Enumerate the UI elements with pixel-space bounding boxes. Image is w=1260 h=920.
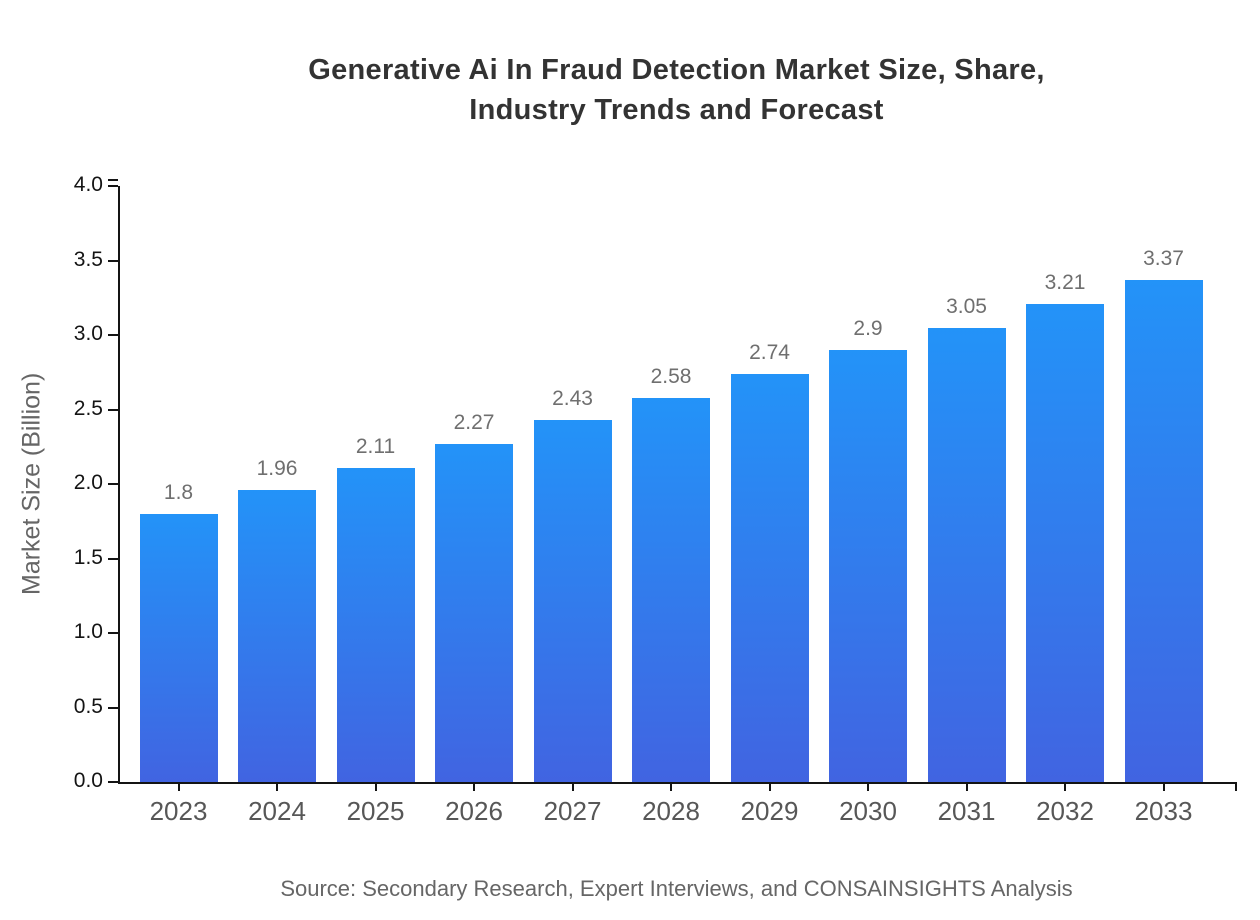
x-tick (768, 782, 771, 791)
y-tick (108, 483, 118, 485)
chart-title-line1: Generative Ai In Fraud Detection Market … (308, 54, 1045, 86)
y-axis-tick-label: 1.0 (73, 620, 103, 643)
y-axis-tick-label: 0.5 (73, 694, 103, 718)
y-tick (108, 632, 118, 634)
chart-title-line2: Industry Trends and Forecast (469, 94, 884, 126)
y-tick (108, 781, 118, 783)
x-axis-tick-label: 2030 (839, 796, 897, 826)
bar (632, 397, 710, 782)
y-axis-tick-label: 1.5 (73, 545, 103, 569)
bar-value-label: 2.27 (453, 410, 495, 434)
x-axis-tick-label: 2031 (937, 796, 996, 826)
bar-value-label: 3.05 (946, 294, 987, 318)
bar-value-label: 2.74 (749, 340, 790, 364)
x-tick (1064, 782, 1066, 791)
bar (927, 327, 1006, 782)
y-tick (108, 259, 118, 262)
x-tick (1162, 782, 1165, 791)
x-axis-tick-label: 2026 (445, 796, 503, 826)
y-axis-tick-label: 2.0 (73, 471, 103, 494)
chart-title: Generative Ai In Fraud Detection Market … (118, 50, 1235, 130)
x-axis-end-tick (1235, 782, 1237, 791)
bar-value-label: 3.21 (1044, 270, 1086, 294)
x-axis-tick-label: 2027 (543, 796, 602, 826)
bar (533, 419, 612, 782)
bar (336, 467, 415, 782)
x-tick (177, 782, 180, 791)
bar (730, 373, 809, 782)
y-tick (108, 185, 118, 187)
y-axis-tick-label: 3.0 (73, 322, 103, 345)
x-axis-tick-label: 2032 (1036, 796, 1094, 826)
y-tick (108, 706, 118, 709)
bar-value-label: 1.96 (256, 456, 298, 480)
x-axis-tick-label: 2029 (740, 796, 799, 826)
y-axis-tick-label: 4.0 (73, 173, 103, 196)
bar (829, 349, 907, 782)
bar-value-label: 1.8 (163, 480, 194, 504)
bar-value-label: 2.58 (650, 364, 692, 388)
x-tick (867, 782, 869, 791)
y-axis-tick-label: 0.0 (73, 769, 103, 792)
bar (238, 489, 316, 782)
x-axis-tick-label: 2028 (642, 796, 700, 826)
x-axis-tick-label: 2023 (149, 796, 208, 826)
source-note: Source: Secondary Research, Expert Inter… (280, 876, 1073, 901)
x-tick (571, 782, 574, 791)
y-tick (108, 557, 118, 560)
bar-value-label: 2.9 (853, 316, 883, 340)
bar-value-label: 2.43 (552, 386, 593, 410)
y-tick (108, 334, 118, 336)
bar (1026, 303, 1104, 782)
x-tick (965, 782, 968, 791)
y-axis-tick-label: 3.5 (73, 247, 103, 271)
x-axis-tick-label: 2025 (346, 796, 405, 826)
bar (139, 513, 218, 782)
y-tick (108, 408, 118, 411)
x-tick (473, 782, 475, 791)
y-axis-tick-label: 2.5 (73, 396, 103, 420)
bar-value-label: 3.37 (1143, 246, 1184, 270)
y-axis-end-tick (108, 179, 118, 181)
x-tick (276, 782, 278, 791)
plot-area: 1.8 2023 1.96 2024 2.11 2025 2.27 2026 2.43 2027 2… (74, 173, 1237, 826)
bar (1124, 279, 1203, 782)
x-axis-tick-label: 2033 (1134, 796, 1193, 826)
x-axis-tick-label: 2024 (248, 796, 306, 826)
x-tick (374, 782, 377, 791)
bar-value-label: 2.11 (355, 434, 396, 458)
x-tick (670, 782, 672, 791)
bar (435, 443, 513, 782)
